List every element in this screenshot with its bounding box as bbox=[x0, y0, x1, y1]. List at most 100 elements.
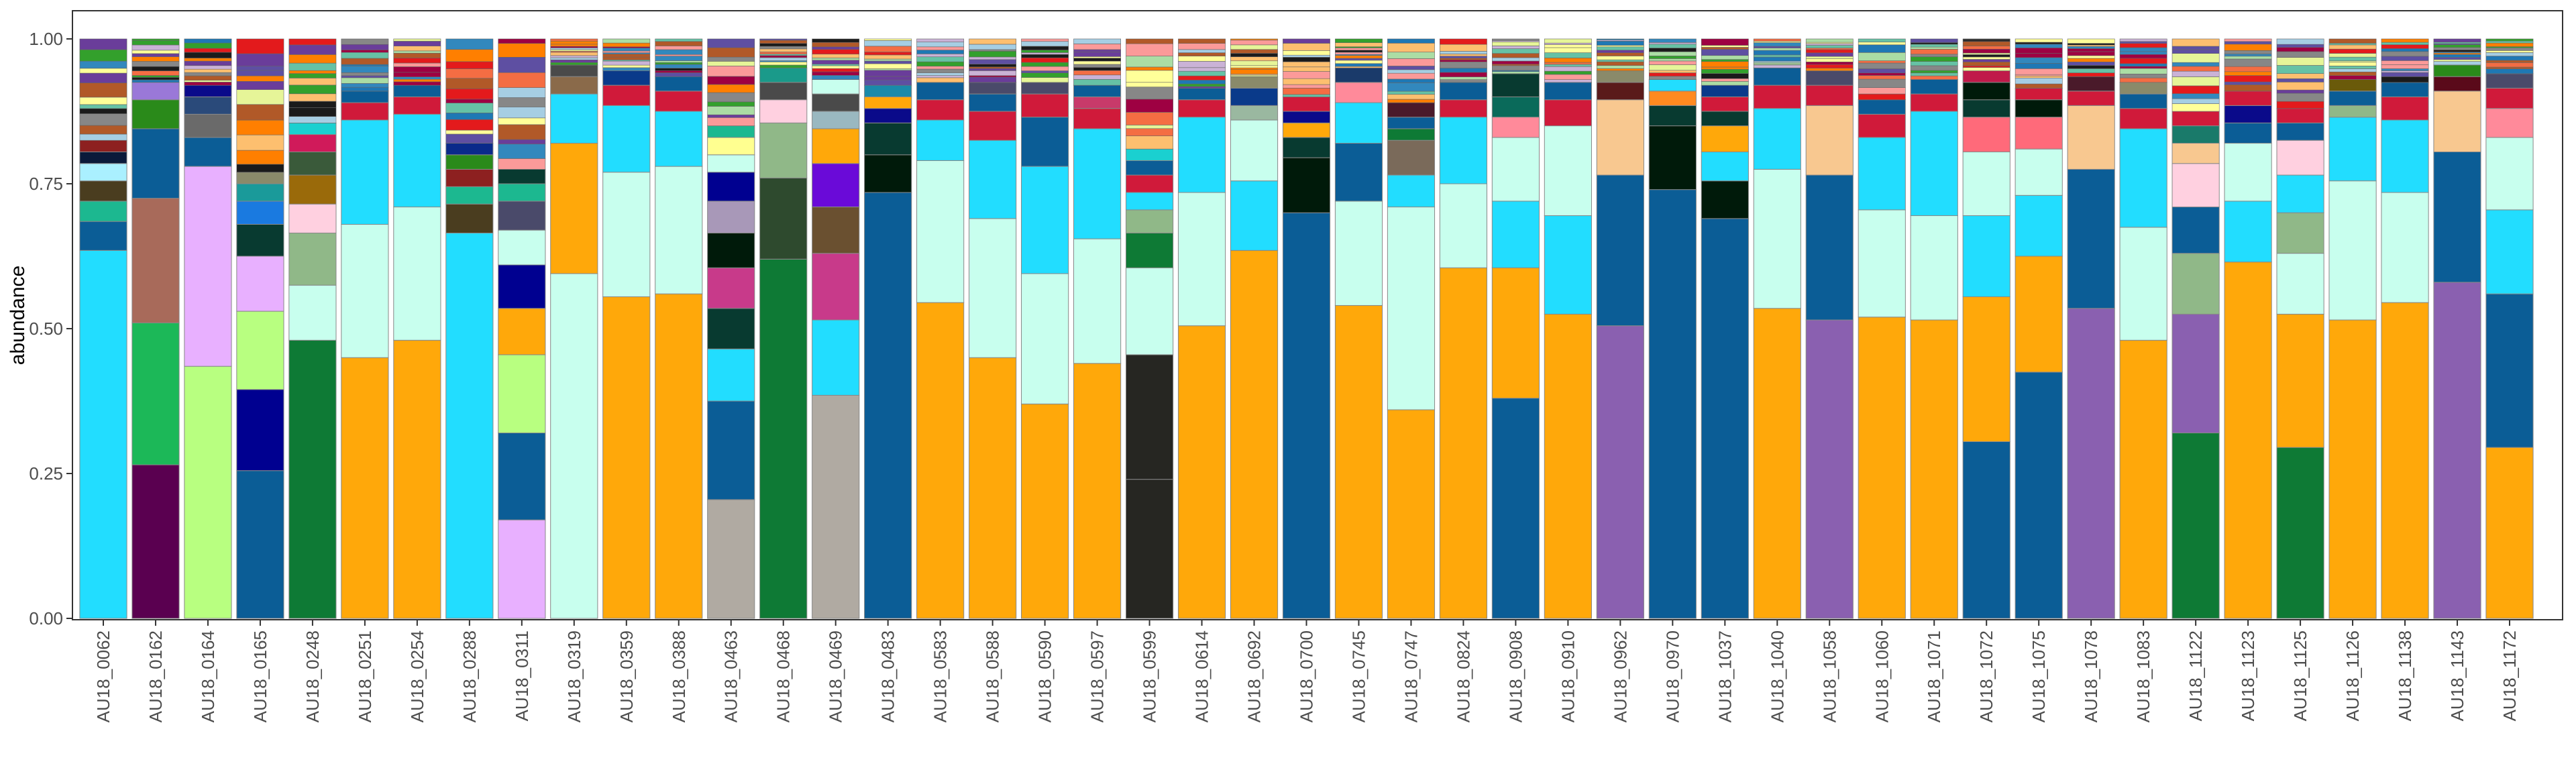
bar-segment bbox=[2381, 119, 2429, 193]
x-tick-label: AU18_0319 bbox=[564, 630, 584, 722]
bar-segment-minor bbox=[1283, 84, 1330, 89]
bar-segment-minor bbox=[655, 62, 703, 65]
bar-segment bbox=[864, 108, 912, 123]
bar-segment-minor bbox=[2015, 48, 2063, 54]
bar-segment bbox=[707, 232, 755, 268]
bar-stack bbox=[2015, 38, 2063, 619]
bar-segment-minor bbox=[969, 70, 1017, 76]
bar-segment bbox=[2328, 180, 2377, 321]
bar-segment-minor bbox=[1805, 43, 1854, 46]
bar-segment-minor bbox=[2015, 77, 2063, 85]
bar-segment-minor bbox=[131, 66, 180, 71]
bar-stack bbox=[1701, 38, 1749, 619]
bar-segment-minor bbox=[1858, 87, 1906, 95]
bar-segment bbox=[79, 221, 127, 251]
bar-segment-minor bbox=[1283, 61, 1330, 68]
bar-segment-minor bbox=[602, 42, 651, 48]
bar-segment bbox=[1230, 250, 1279, 619]
bar-segment-minor bbox=[2224, 71, 2272, 76]
bar-stack bbox=[1073, 38, 1122, 619]
bar-segment bbox=[1282, 111, 1331, 123]
bar-segment-minor bbox=[2276, 78, 2324, 82]
x-tick-label: AU18_0745 bbox=[1348, 630, 1368, 722]
x-tick-label: AU18_0483 bbox=[878, 630, 898, 722]
bar-segment-minor bbox=[864, 63, 912, 69]
bar-segment-minor bbox=[864, 40, 912, 47]
bar-segment bbox=[79, 140, 127, 152]
bar-segment bbox=[1334, 67, 1383, 83]
bar-segment bbox=[969, 218, 1017, 358]
x-tick-label: AU18_0463 bbox=[721, 630, 741, 722]
bar-segment-minor bbox=[1962, 65, 2010, 68]
bar-segment bbox=[1021, 166, 1069, 274]
bar-segment-minor bbox=[79, 97, 127, 105]
bar-segment-minor bbox=[1283, 50, 1330, 56]
bar-stack bbox=[969, 38, 1017, 619]
x-tick-label: AU18_0599 bbox=[1140, 630, 1160, 722]
bar-segment bbox=[1701, 111, 1749, 127]
bar-segment-minor bbox=[1387, 82, 1435, 92]
bar-segment bbox=[1962, 296, 2010, 442]
bar-segment-minor bbox=[812, 38, 860, 43]
bar-segment-minor bbox=[812, 54, 860, 58]
bar-segment-minor bbox=[131, 44, 180, 51]
bar-segment-minor bbox=[864, 76, 912, 80]
bar-segment-minor bbox=[812, 64, 860, 66]
bar-segment-minor bbox=[1387, 72, 1435, 80]
bar-segment-minor bbox=[1073, 67, 1121, 71]
bar-segment-minor bbox=[1962, 38, 2010, 40]
bar-segment bbox=[2485, 73, 2534, 89]
bar-segment bbox=[1491, 398, 1540, 619]
bar-segment-minor bbox=[550, 57, 598, 60]
bar-segment bbox=[1858, 99, 1906, 115]
bar-segment-minor bbox=[2224, 41, 2272, 45]
bar-segment bbox=[2381, 96, 2429, 121]
bar-stack bbox=[1387, 38, 1436, 619]
bar-segment-minor bbox=[131, 79, 180, 83]
y-tick-label: 0.25 bbox=[29, 463, 63, 484]
bar-stack bbox=[1177, 38, 1226, 619]
bar-segment-minor bbox=[1440, 44, 1487, 52]
bar-segment-minor bbox=[341, 72, 389, 76]
bar-stack bbox=[236, 38, 284, 619]
bar-segment-minor bbox=[288, 107, 337, 117]
bar-segment bbox=[2224, 105, 2272, 123]
bar-segment-minor bbox=[1021, 77, 1069, 83]
bar-segment-minor bbox=[1440, 61, 1487, 68]
bar-segment-minor bbox=[1962, 56, 2010, 60]
bar-segment bbox=[2119, 93, 2167, 109]
bar-segment-minor bbox=[1648, 60, 1697, 65]
bar-segment-minor bbox=[2015, 53, 2063, 58]
bar-segment-minor bbox=[916, 72, 965, 76]
bar-segment-minor bbox=[2485, 62, 2534, 68]
bar-segment-minor bbox=[1805, 48, 1854, 50]
bar-segment-minor bbox=[341, 83, 389, 88]
bar-segment bbox=[2067, 308, 2115, 619]
bar-segment-minor bbox=[1858, 68, 1906, 74]
bar-segment bbox=[1910, 319, 1958, 619]
bar-segment-minor bbox=[1440, 72, 1487, 77]
bar-segment bbox=[1125, 232, 1174, 268]
bar-segment bbox=[2433, 282, 2481, 619]
bar-segment bbox=[79, 250, 127, 619]
bar-segment-minor bbox=[79, 108, 127, 114]
bar-segment bbox=[2485, 209, 2534, 294]
bar-segment-minor bbox=[864, 38, 912, 41]
bar-segment bbox=[445, 168, 494, 187]
bar-segment-minor bbox=[2433, 50, 2481, 52]
bar-segment-minor bbox=[864, 60, 912, 64]
bar-segment-minor bbox=[288, 44, 337, 55]
bar-segment-minor bbox=[1701, 38, 1749, 46]
bar-segment-minor bbox=[2328, 48, 2377, 54]
bar-segment bbox=[1544, 82, 1592, 101]
bar-segment-minor bbox=[131, 53, 180, 57]
bar-stack bbox=[1805, 38, 1854, 619]
bar-segment bbox=[79, 151, 127, 164]
y-tick-label: 0.75 bbox=[29, 174, 63, 194]
bar-segment-minor bbox=[2433, 52, 2481, 55]
bar-segment bbox=[445, 232, 494, 619]
bar-segment-minor bbox=[79, 72, 127, 83]
bar-segment-minor bbox=[1230, 65, 1278, 68]
bar-segment-minor bbox=[1701, 49, 1749, 56]
bar-segment-minor bbox=[1805, 38, 1854, 43]
